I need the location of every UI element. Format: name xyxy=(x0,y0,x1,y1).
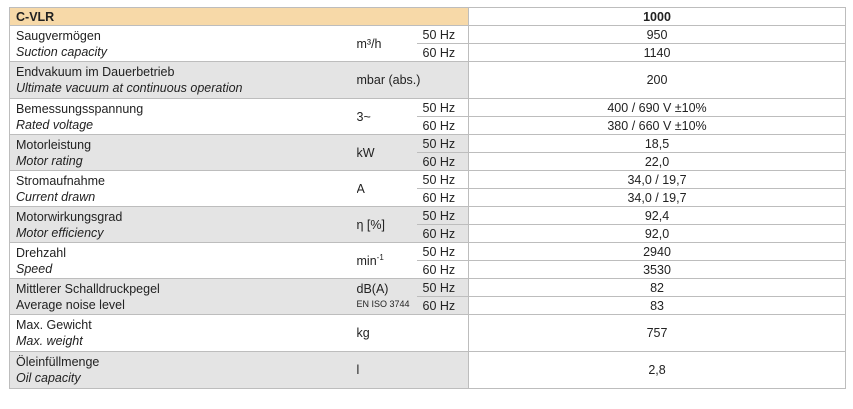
table-row: 60 Hz 83 xyxy=(10,296,847,315)
table-row: Drehzahl Speed min-1 50 Hz 2940 xyxy=(9,242,847,279)
table-row: Öleinfüllmenge Oil capacity l 2,8 xyxy=(9,351,847,389)
unit-cell: m³/h xyxy=(356,25,417,62)
value-cell: 34,0 / 19,7 xyxy=(468,170,847,189)
table-row: Motorleistung Motor rating kW 50 Hz 18,5 xyxy=(9,134,847,171)
table-row: Stromaufnahme Current drawn A 50 Hz 34,0 … xyxy=(9,170,847,207)
label-en: Ultimate vacuum at continuous operation xyxy=(16,81,243,95)
label-en: Suction capacity xyxy=(16,44,108,59)
unit-cell: dB(A) EN ISO 3744 xyxy=(356,278,417,315)
label-de: Drehzahl xyxy=(16,245,67,260)
header-row: C-VLR 1000 xyxy=(8,7,847,26)
freq-cell: 50 Hz xyxy=(416,206,470,225)
freq-cell: 60 Hz xyxy=(416,224,470,243)
label-de: Öleinfüllmenge xyxy=(16,355,100,369)
label-cell: Endvakuum im Dauerbetrieb Ultimate vacuum… xyxy=(9,61,357,99)
model-name: C-VLR xyxy=(8,7,470,26)
value-cell: 2940 xyxy=(468,242,847,261)
value-cell: 92,4 xyxy=(468,206,847,225)
label-cell: Motorwirkungsgrad Motor efficiency xyxy=(9,206,357,243)
unit-superscript: -1 xyxy=(376,252,384,262)
value-cell: 757 xyxy=(468,314,847,352)
label-en: Rated voltage xyxy=(16,117,94,132)
label-en: Motor efficiency xyxy=(16,225,104,240)
value-cell: 3530 xyxy=(468,260,847,279)
unit-cell: kg xyxy=(356,314,469,352)
value-cell: 380 / 660 V ±10% xyxy=(468,116,847,135)
label-en: Motor rating xyxy=(16,153,83,168)
label-cell: Stromaufnahme Current drawn xyxy=(9,170,357,207)
freq-cell: 50 Hz xyxy=(416,98,470,117)
table-row: Bemessungsspannung Rated voltage 3~ 50 Hz… xyxy=(9,98,847,135)
label-en: Speed xyxy=(16,261,53,276)
unit-cell: 3~ xyxy=(356,98,417,135)
value-cell: 92,0 xyxy=(468,224,847,243)
table-row: Mittlerer Schalldruckpegel Average noise … xyxy=(9,278,847,315)
table-row: 60 Hz 34,0 / 19,7 xyxy=(10,188,847,207)
label-cell: Motorleistung Motor rating xyxy=(9,134,357,171)
value-cell: 18,5 xyxy=(468,134,847,153)
freq-cell: 50 Hz xyxy=(416,242,470,261)
unit-text: dB(A) xyxy=(356,281,389,296)
unit-standard-note: EN ISO 3744 xyxy=(356,298,410,309)
unit-text: min xyxy=(356,254,377,269)
table-row: 60 Hz 22,0 xyxy=(10,152,847,171)
value-cell: 950 xyxy=(468,25,847,44)
value-cell: 82 xyxy=(468,278,847,297)
unit-cell: A xyxy=(356,170,417,207)
label-de: Motorleistung xyxy=(16,137,92,152)
freq-cell: 60 Hz xyxy=(416,43,470,62)
freq-cell: 50 Hz xyxy=(416,25,470,44)
value-cell: 400 / 690 V ±10% xyxy=(468,98,847,117)
table-row: Endvakuum im Dauerbetrieb Ultimate vacuum… xyxy=(9,61,847,99)
label-en: Max. weight xyxy=(16,334,83,348)
label-cell: Saugvermögen Suction capacity xyxy=(9,25,357,62)
label-en: Average noise level xyxy=(16,297,125,312)
label-de: Motorwirkungsgrad xyxy=(16,209,123,224)
label-cell: Drehzahl Speed xyxy=(9,242,357,279)
table-row: Motorwirkungsgrad Motor efficiency η [%] … xyxy=(9,206,847,243)
table-row: Max. Gewicht Max. weight kg 757 xyxy=(9,314,847,352)
label-de: Endvakuum im Dauerbetrieb xyxy=(16,65,175,79)
model-column-header: 1000 xyxy=(468,7,847,26)
freq-cell: 60 Hz xyxy=(416,116,470,135)
value-cell: 22,0 xyxy=(468,152,847,171)
label-en: Oil capacity xyxy=(16,371,81,385)
unit-cell: l xyxy=(356,351,469,389)
label-de: Max. Gewicht xyxy=(16,318,92,332)
value-cell: 83 xyxy=(468,296,847,315)
label-de: Stromaufnahme xyxy=(16,173,105,188)
value-cell: 1140 xyxy=(468,43,847,62)
value-cell: 2,8 xyxy=(468,351,847,389)
unit-cell: η [%] xyxy=(356,206,417,243)
freq-cell: 60 Hz xyxy=(416,296,470,315)
freq-cell: 60 Hz xyxy=(416,152,470,171)
label-cell: Bemessungsspannung Rated voltage xyxy=(9,98,357,135)
freq-cell: 60 Hz xyxy=(416,260,470,279)
table-row: 60 Hz 1140 xyxy=(10,43,847,62)
unit-cell: mbar (abs.) xyxy=(356,61,469,99)
label-cell: Mittlerer Schalldruckpegel Average noise … xyxy=(9,278,357,315)
table-row: 60 Hz 3530 xyxy=(10,260,847,279)
spec-table: C-VLR 1000 Saugvermögen Suction capacity … xyxy=(8,7,847,389)
label-en: Current drawn xyxy=(16,189,96,204)
unit-cell: min-1 xyxy=(356,242,417,279)
label-de: Mittlerer Schalldruckpegel xyxy=(16,281,160,296)
unit-cell: kW xyxy=(356,134,417,171)
freq-cell: 60 Hz xyxy=(416,188,470,207)
label-cell: Max. Gewicht Max. weight xyxy=(9,314,357,352)
freq-cell: 50 Hz xyxy=(416,278,470,297)
spec-table-container: C-VLR 1000 Saugvermögen Suction capacity … xyxy=(8,7,847,389)
freq-cell: 50 Hz xyxy=(416,170,470,189)
label-de: Saugvermögen xyxy=(16,28,101,43)
label-cell: Öleinfüllmenge Oil capacity xyxy=(9,351,357,389)
label-de: Bemessungsspannung xyxy=(16,101,144,116)
value-cell: 34,0 / 19,7 xyxy=(468,188,847,207)
value-cell: 200 xyxy=(468,61,847,99)
table-row: Saugvermögen Suction capacity m³/h 50 Hz … xyxy=(9,25,847,62)
freq-cell: 50 Hz xyxy=(416,134,470,153)
